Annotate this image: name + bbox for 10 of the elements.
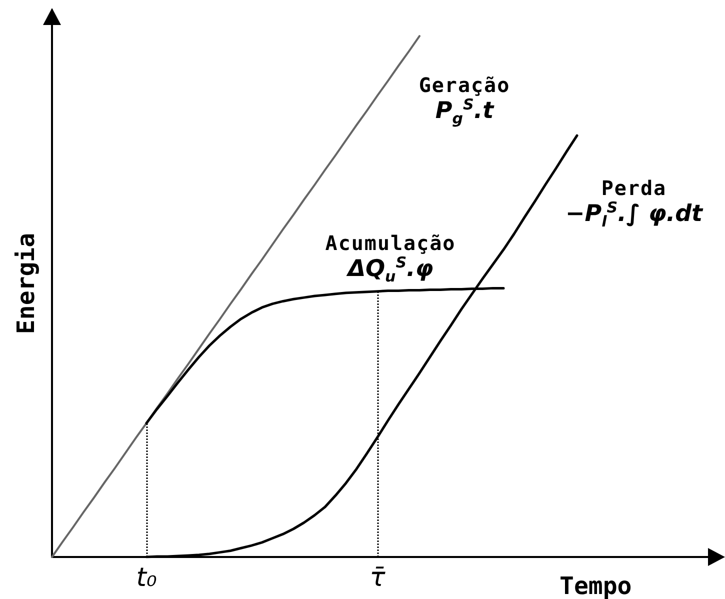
text: Perda — [600, 176, 668, 200]
series-label: Acumulação — [325, 231, 456, 256]
series-label: Geração — [418, 73, 510, 98]
annotation: ΔQ$_{u}$$^{S}$.φ — [346, 254, 434, 286]
annotation: P$_{g}$$^{S}$.t — [435, 95, 494, 128]
annotation: −P$_{l}$$^{S}$.∫ φ.dt — [565, 198, 703, 230]
x-tick-label: τ̄ — [370, 563, 386, 593]
y-axis-title: Energia — [12, 232, 40, 334]
x-axis-title: Tempo — [560, 572, 632, 599]
x-tick-label: t₀ — [136, 563, 158, 593]
